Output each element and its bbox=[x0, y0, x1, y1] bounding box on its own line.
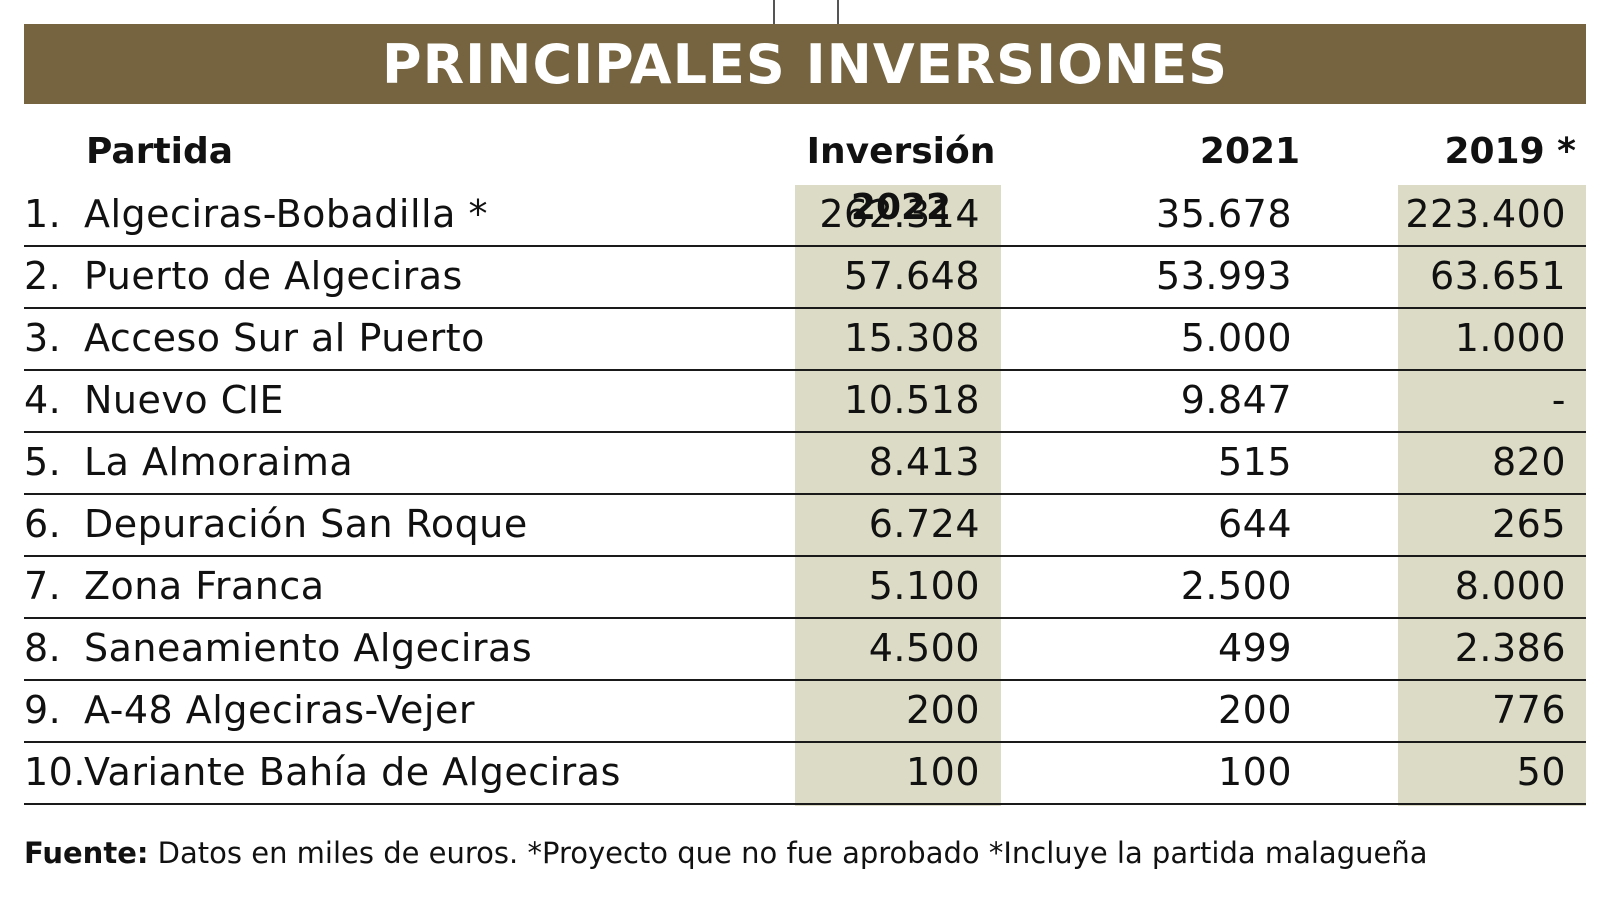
row-name: Acceso Sur al Puerto bbox=[84, 316, 485, 360]
value-2019: 776 bbox=[1491, 688, 1566, 732]
column-header-inversion-2022: Inversión 2022 bbox=[806, 131, 996, 228]
value-2021: 515 bbox=[1217, 440, 1292, 484]
value-2019: 820 bbox=[1491, 440, 1566, 484]
value-2019: 1.000 bbox=[1454, 316, 1566, 360]
value-2022: 15.308 bbox=[844, 316, 980, 360]
table-row: 7. Zona Franca 5.100 2.500 8.000 bbox=[24, 557, 1586, 619]
row-name: Algeciras-Bobadilla * bbox=[84, 192, 488, 236]
table-row: 1. Algeciras-Bobadilla * 262.314 35.678 223.… bbox=[24, 185, 1586, 247]
footnote-label: Fuente: bbox=[24, 836, 149, 870]
value-2022: 4.500 bbox=[868, 626, 980, 670]
value-2021: 644 bbox=[1217, 502, 1292, 546]
value-2022: 100 bbox=[905, 750, 980, 794]
table-row: 9. A-48 Algeciras-Vejer 200 200 776 bbox=[24, 681, 1586, 743]
value-2022: 5.100 bbox=[868, 564, 980, 608]
row-number: 9. bbox=[24, 688, 62, 732]
row-name: Variante Bahía de Algeciras bbox=[84, 750, 621, 794]
value-2022: 6.724 bbox=[868, 502, 980, 546]
footnote-text: Datos en miles de euros. *Proyecto que n… bbox=[148, 836, 1428, 870]
row-name: Zona Franca bbox=[84, 564, 325, 608]
row-number: 10. bbox=[24, 750, 86, 794]
value-2021: 53.993 bbox=[1156, 254, 1292, 298]
value-2021: 35.678 bbox=[1156, 192, 1292, 236]
value-2022: 8.413 bbox=[868, 440, 980, 484]
row-number: 8. bbox=[24, 626, 62, 670]
value-2019: 223.400 bbox=[1405, 192, 1566, 236]
value-2019: 265 bbox=[1491, 502, 1566, 546]
table-row: 5. La Almoraima 8.413 515 820 bbox=[24, 433, 1586, 495]
value-2021: 5.000 bbox=[1180, 316, 1292, 360]
top-tick-marks bbox=[773, 0, 839, 24]
column-header-partida: Partida bbox=[86, 131, 234, 172]
value-2021: 9.847 bbox=[1180, 378, 1292, 422]
value-2019: 8.000 bbox=[1454, 564, 1566, 608]
row-number: 5. bbox=[24, 440, 62, 484]
row-name: Saneamiento Algeciras bbox=[84, 626, 533, 670]
table-row: 10. Variante Bahía de Algeciras 100 100 50 bbox=[24, 743, 1586, 805]
column-header-2019: 2019 * bbox=[1444, 131, 1576, 172]
value-2019: 50 bbox=[1516, 750, 1566, 794]
row-name: La Almoraima bbox=[84, 440, 354, 484]
row-number: 3. bbox=[24, 316, 62, 360]
table-row: 4. Nuevo CIE 10.518 9.847 - bbox=[24, 371, 1586, 433]
value-2019: - bbox=[1551, 378, 1566, 422]
value-2022: 10.518 bbox=[844, 378, 980, 422]
value-2021: 499 bbox=[1217, 626, 1292, 670]
value-2022: 57.648 bbox=[844, 254, 980, 298]
row-number: 1. bbox=[24, 192, 62, 236]
row-name: Depuración San Roque bbox=[84, 502, 528, 546]
row-name: A-48 Algeciras-Vejer bbox=[84, 688, 475, 732]
table-row: 2. Puerto de Algeciras 57.648 53.993 63.651 bbox=[24, 247, 1586, 309]
table-row: 6. Depuración San Roque 6.724 644 265 bbox=[24, 495, 1586, 557]
table-title-banner: PRINCIPALES INVERSIONES bbox=[24, 24, 1586, 104]
value-2019: 2.386 bbox=[1454, 626, 1566, 670]
table-row: 8. Saneamiento Algeciras 4.500 499 2.386 bbox=[24, 619, 1586, 681]
row-number: 2. bbox=[24, 254, 62, 298]
source-footnote: Fuente: Datos en miles de euros. *Proyec… bbox=[24, 836, 1428, 870]
table-row: 3. Acceso Sur al Puerto 15.308 5.000 1.000 bbox=[24, 309, 1586, 371]
table-body: 1. Algeciras-Bobadilla * 262.314 35.678 223.… bbox=[24, 185, 1586, 805]
value-2021: 2.500 bbox=[1180, 564, 1292, 608]
value-2021: 200 bbox=[1217, 688, 1292, 732]
highlight-column-2022 bbox=[795, 185, 1001, 806]
value-2019: 63.651 bbox=[1430, 254, 1566, 298]
highlight-column-2019 bbox=[1398, 185, 1586, 806]
value-2022: 200 bbox=[905, 688, 980, 732]
row-number: 6. bbox=[24, 502, 62, 546]
value-2022: 262.314 bbox=[819, 192, 980, 236]
row-name: Puerto de Algeciras bbox=[84, 254, 463, 298]
value-2021: 100 bbox=[1217, 750, 1292, 794]
row-number: 4. bbox=[24, 378, 62, 422]
row-number: 7. bbox=[24, 564, 62, 608]
row-name: Nuevo CIE bbox=[84, 378, 284, 422]
column-header-2021: 2021 bbox=[1199, 131, 1301, 172]
